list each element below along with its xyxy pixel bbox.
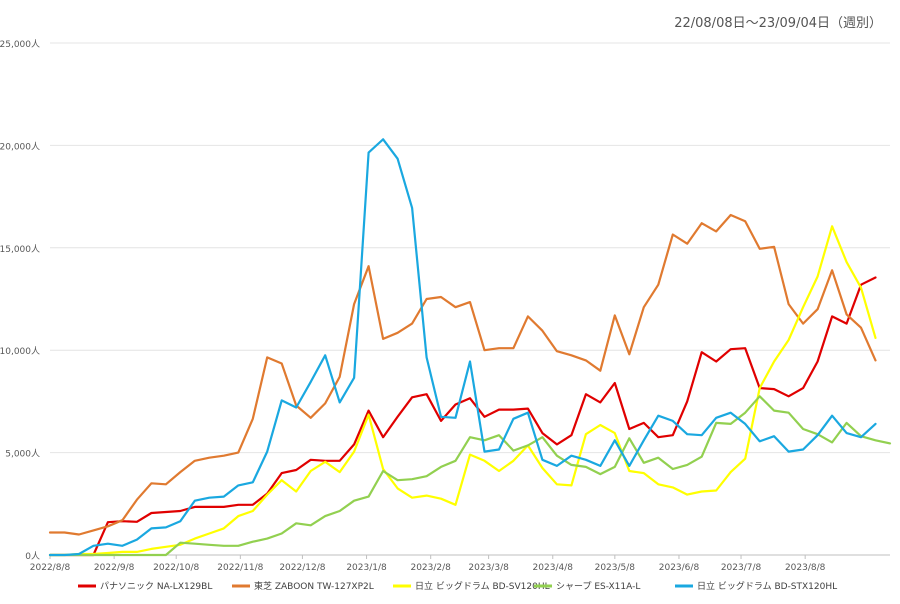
x-tick-label: 2023/2/8 [410, 563, 451, 573]
legend-label: パナソニック NA-LX129BL [100, 581, 212, 592]
x-tick-label: 2022/11/8 [217, 563, 263, 573]
x-tick-label: 2022/8/8 [30, 563, 71, 573]
x-axis: 2022/8/8 2022/9/8 2022/10/8 2022/11/8 2022/1… [30, 555, 826, 573]
x-tick-label: 2023/3/8 [468, 563, 509, 573]
x-tick-label: 2023/6/8 [659, 563, 700, 573]
y-axis: 0人 5,000人 10,000人 15,000人 20,000人 25,000人 [0, 39, 40, 562]
y-tick-label: 10,000人 [0, 346, 40, 357]
legend-label: 東芝 ZABOON TW-127XP2L [254, 580, 374, 592]
series-line-3 [48, 225, 877, 557]
x-tick-label: 2022/12/8 [279, 563, 325, 573]
chart-subtitle: 22/08/08日～23/09/04日（週別） [674, 16, 882, 31]
legend-label: シャープ ES-X11A-L [556, 581, 640, 592]
x-tick-label: 2022/10/8 [153, 563, 199, 573]
y-tick-label: 15,000人 [0, 244, 40, 255]
series-line-4 [48, 395, 892, 557]
series-lines [48, 138, 892, 557]
x-tick-label: 2022/9/8 [94, 563, 135, 573]
y-tick-label: 0人 [25, 551, 40, 562]
y-tick-label: 5,000人 [5, 449, 40, 460]
x-tick-label: 2023/1/8 [346, 563, 387, 573]
x-tick-label: 2023/7/8 [721, 563, 762, 573]
series-line-2 [48, 213, 877, 536]
x-tick-label: 2023/5/8 [595, 563, 636, 573]
legend-label: 日立 ビッグドラム BD-SV120HL [415, 580, 550, 592]
x-tick-label: 2023/4/8 [533, 563, 574, 573]
legend-label: 日立 ビッグドラム BD-STX120HL [697, 580, 837, 592]
legend: パナソニック NA-LX129BL 東芝 ZABOON TW-127XP2L 日立 … [78, 580, 837, 592]
grid-lines [50, 42, 890, 556]
x-tick-label: 2023/8/8 [785, 563, 826, 573]
series-line-5 [48, 138, 877, 557]
series-line-1 [48, 276, 877, 557]
y-tick-label: 25,000人 [0, 39, 40, 50]
y-tick-label: 20,000人 [0, 141, 40, 152]
